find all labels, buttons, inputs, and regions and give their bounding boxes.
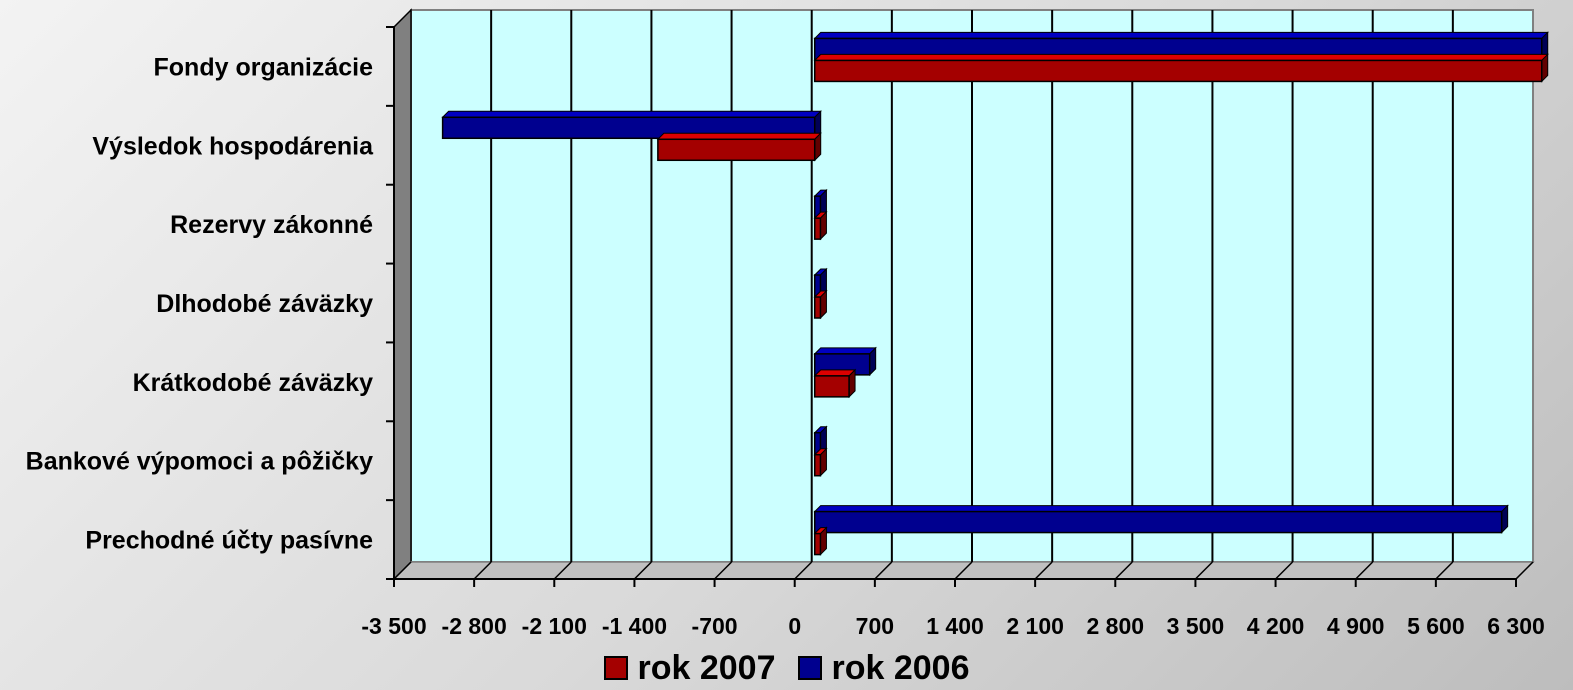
- bars: [441, 31, 1549, 556]
- bar-2007: [813, 210, 828, 241]
- bar-2007: [813, 289, 828, 320]
- category-labels: Fondy organizácie Výsledok hospodárenia Re…: [26, 53, 374, 554]
- x-tick-label: 2 100: [1006, 613, 1064, 639]
- bar-front-face: [813, 296, 822, 319]
- bar-2007: [813, 53, 1549, 83]
- floor-gridline: [794, 561, 813, 580]
- x-tick-label: -1 400: [602, 613, 667, 639]
- bar-front-face: [657, 138, 816, 162]
- x-tick-label: -2 100: [522, 613, 587, 639]
- floor-gridline: [1515, 561, 1534, 580]
- floor-gridline: [1194, 561, 1213, 580]
- x-tick-label: -2 800: [442, 613, 507, 639]
- floor-gridline: [393, 561, 412, 580]
- category-label: Dlhodobé záväzky: [156, 290, 373, 318]
- legend-label-2006: rok 2006: [831, 648, 970, 687]
- x-tick-label: 4 200: [1247, 613, 1305, 639]
- floor-gridline: [954, 561, 973, 580]
- legend-item-2007: rok 2007: [603, 648, 776, 688]
- legend-item-2006: rok 2006: [797, 648, 970, 688]
- floor-gridline: [1114, 561, 1133, 580]
- floor-gridline: [714, 561, 733, 580]
- floor-gridline: [1355, 561, 1374, 580]
- floor-gridline: [473, 561, 492, 580]
- floor-gridline: [553, 561, 572, 580]
- bar-top-face: [813, 31, 1549, 39]
- bar-front-face: [813, 375, 850, 398]
- bar-2007: [813, 526, 828, 556]
- legend: rok 2007 rok 2006: [0, 646, 1573, 690]
- category-label: Krátkodobé záväzky: [133, 369, 373, 397]
- category-label: Výsledok hospodárenia: [92, 132, 374, 160]
- chart-walls: [386, 8, 1535, 581]
- x-tick-label: 4 900: [1327, 613, 1385, 639]
- x-tick-label: -3 500: [361, 613, 426, 639]
- x-axis-tick-labels: -3 500 -2 800 -2 100 -1 400 -700 0 700 1 400 2 1…: [361, 613, 1544, 639]
- x-tick-label: 700: [856, 613, 894, 639]
- bar-2007: [813, 447, 828, 477]
- bar-front-face: [813, 510, 1503, 534]
- bar-front-face: [813, 59, 1543, 83]
- legend-swatch-2007: [603, 656, 628, 680]
- x-tick-label: 1 400: [926, 613, 984, 639]
- floor-gridline: [633, 561, 652, 580]
- bar-top-face: [813, 505, 1509, 513]
- bar-front-face: [813, 217, 822, 240]
- x-tick-label: 0: [788, 613, 801, 639]
- legend-label-2007: rok 2007: [637, 648, 776, 687]
- x-tick-label: 2 800: [1087, 613, 1145, 639]
- x-tick-label: 6 300: [1487, 613, 1545, 639]
- bar-front-face: [813, 532, 822, 556]
- floor-gridline: [874, 561, 893, 580]
- category-label: Prechodné účty pasívne: [85, 527, 373, 555]
- floor-gridline: [1034, 561, 1053, 580]
- bar-top-face: [813, 53, 1549, 61]
- category-label: Fondy organizácie: [154, 53, 374, 81]
- x-tick-label: 5 600: [1407, 613, 1465, 639]
- x-tick-label: -700: [692, 613, 738, 639]
- bar-2007: [656, 132, 822, 162]
- bar-top-face: [813, 369, 857, 377]
- floor-gridline: [1275, 561, 1294, 580]
- bar-top-face: [656, 132, 822, 140]
- bar-top-face: [441, 110, 822, 118]
- bar-2007: [813, 368, 857, 399]
- side-wall: [393, 8, 412, 581]
- category-label: Bankové výpomoci a pôžičky: [26, 448, 373, 476]
- floor-gridline: [1435, 561, 1454, 580]
- legend-swatch-2006: [797, 656, 822, 680]
- bar-2006: [813, 504, 1509, 534]
- category-label: Rezervy zákonné: [170, 211, 373, 239]
- bar-top-face: [813, 347, 877, 355]
- bar-2006: [813, 188, 828, 219]
- x-tick-label: 3 500: [1167, 613, 1225, 639]
- bar-2006: [813, 425, 828, 455]
- bar-front-face: [813, 453, 822, 477]
- gridlines: [393, 10, 1534, 587]
